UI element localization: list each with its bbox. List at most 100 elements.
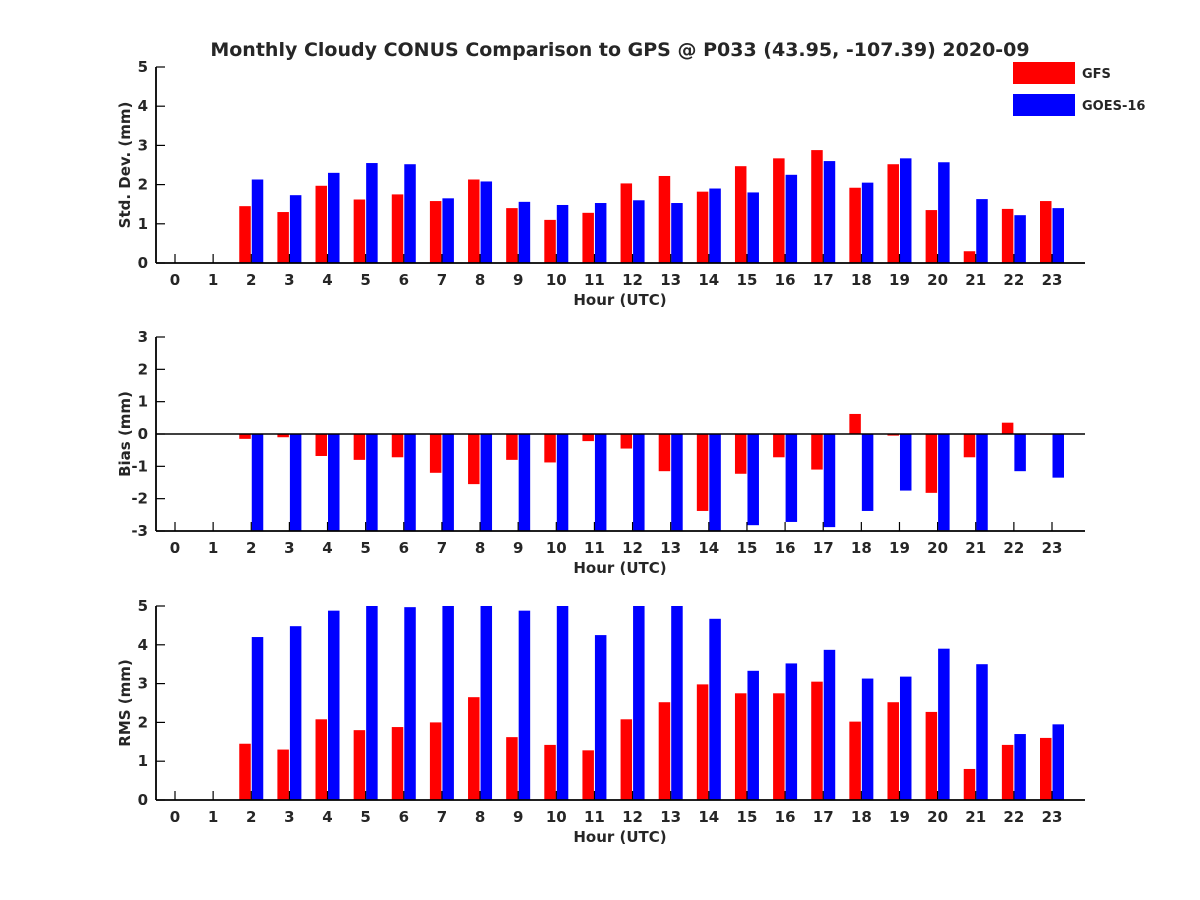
x-axis-label-rms: Hour (UTC): [573, 828, 666, 846]
bar-rms-goes-16-hour-11: [594, 635, 607, 800]
x-tick-label-rms: 11: [584, 808, 605, 826]
x-tick-label-rms: 9: [513, 808, 523, 826]
y-tick-label-std: 5: [138, 58, 148, 76]
x-tick-label-rms: 23: [1042, 808, 1063, 826]
x-tick-label-bias: 7: [437, 539, 447, 557]
y-tick-label-rms: 3: [138, 675, 148, 693]
x-tick-label-bias: 2: [246, 539, 256, 557]
bar-rms-goes-16-hour-3: [289, 626, 302, 800]
bar-bias-goes-16-hour-10: [556, 434, 569, 531]
bar-rms-gfs-hour-12: [620, 719, 633, 800]
bar-std-gfs-hour-18: [849, 187, 861, 263]
bar-bias-gfs-hour-5: [353, 434, 366, 460]
bar-bias-goes-16-hour-6: [404, 434, 416, 531]
bar-rms-goes-16-hour-23: [1052, 724, 1064, 800]
bar-bias-gfs-hour-8: [468, 434, 480, 485]
x-tick-label-bias: 8: [475, 539, 485, 557]
bar-bias-goes-16-hour-21: [976, 434, 988, 531]
x-tick-label-bias: 19: [889, 539, 910, 557]
bar-bias-goes-16-hour-12: [633, 434, 645, 531]
x-tick-label-bias: 1: [208, 539, 218, 557]
x-tick-label-rms: 7: [437, 808, 447, 826]
bar-std-gfs-hour-10: [544, 219, 556, 263]
bar-rms-goes-16-hour-20: [938, 648, 950, 800]
bar-std-gfs-hour-17: [811, 150, 823, 263]
legend-label-goes-16: GOES-16: [1082, 99, 1145, 114]
bar-bias-goes-16-hour-4: [328, 434, 340, 531]
bar-std-gfs-hour-6: [391, 194, 404, 263]
bar-bias-gfs-hour-13: [658, 434, 671, 472]
bar-rms-goes-16-hour-10: [556, 606, 569, 800]
legend-swatch-gfs: [1013, 62, 1075, 84]
bar-rms-goes-16-hour-5: [366, 606, 378, 800]
bar-bias-gfs-hour-4: [315, 434, 328, 456]
bar-std-goes-16-hour-7: [442, 198, 454, 263]
x-tick-label-rms: 17: [813, 808, 834, 826]
x-tick-label-rms: 1: [208, 808, 218, 826]
x-tick-label-bias: 16: [775, 539, 796, 557]
x-tick-label-bias: 0: [170, 539, 180, 557]
bar-std-goes-16-hour-2: [251, 179, 264, 263]
y-axis-label-rms: RMS (mm): [116, 659, 134, 746]
x-tick-label-bias: 6: [399, 539, 409, 557]
y-axis-label-bias: Bias (mm): [116, 391, 134, 477]
x-tick-label-std: 12: [622, 271, 643, 289]
bar-bias-goes-16-hour-11: [594, 434, 607, 531]
bar-rms-gfs-hour-3: [277, 749, 289, 800]
bar-std-goes-16-hour-17: [823, 161, 836, 263]
bar-bias-gfs-hour-6: [391, 434, 404, 458]
bar-rms-gfs-hour-7: [429, 722, 442, 800]
bar-bias-goes-16-hour-17: [823, 434, 836, 528]
bar-std-gfs-hour-22: [1001, 208, 1014, 263]
bar-std-gfs-hour-19: [887, 164, 899, 263]
bar-bias-gfs-hour-2: [239, 434, 251, 439]
x-tick-label-bias: 22: [1003, 539, 1024, 557]
bar-rms-goes-16-hour-2: [251, 637, 264, 800]
bar-rms-goes-16-hour-21: [976, 664, 988, 800]
x-tick-label-bias: 20: [927, 539, 948, 557]
y-tick-label-rms: 0: [138, 791, 148, 809]
bar-std-gfs-hour-11: [582, 212, 594, 263]
bar-bias-goes-16-hour-7: [442, 434, 454, 531]
bar-rms-gfs-hour-14: [696, 684, 709, 800]
bar-bias-goes-16-hour-18: [861, 434, 874, 511]
x-axis-label-bias: Hour (UTC): [573, 559, 666, 577]
x-tick-label-rms: 15: [737, 808, 758, 826]
x-tick-label-bias: 3: [284, 539, 294, 557]
bar-rms-goes-16-hour-4: [328, 610, 340, 800]
x-tick-label-bias: 17: [813, 539, 834, 557]
bar-std-gfs-hour-16: [773, 158, 785, 263]
bar-bias-gfs-hour-14: [696, 434, 709, 511]
y-tick-label-rms: 2: [138, 713, 148, 731]
x-tick-label-std: 21: [965, 271, 986, 289]
bar-rms-gfs-hour-18: [849, 721, 861, 800]
bar-rms-goes-16-hour-15: [747, 670, 759, 800]
bar-bias-goes-16-hour-9: [518, 434, 531, 531]
x-tick-label-bias: 18: [851, 539, 872, 557]
x-tick-label-std: 23: [1042, 271, 1063, 289]
legend: GFS GOES-16: [1013, 62, 1145, 116]
bar-rms-goes-16-hour-9: [518, 610, 531, 800]
bar-rms-gfs-hour-15: [734, 693, 747, 800]
x-tick-label-std: 3: [284, 271, 294, 289]
bar-std-gfs-hour-15: [734, 166, 747, 263]
x-tick-label-std: 7: [437, 271, 447, 289]
bar-std-goes-16-hour-11: [594, 203, 607, 263]
y-tick-label-std: 3: [138, 136, 148, 154]
x-tick-label-std: 19: [889, 271, 910, 289]
bar-std-gfs-hour-8: [468, 179, 480, 263]
bar-rms-gfs-hour-23: [1040, 737, 1052, 800]
bar-rms-gfs-hour-22: [1001, 744, 1014, 800]
y-tick-label-std: 2: [138, 176, 148, 194]
x-tick-label-rms: 5: [360, 808, 370, 826]
bar-bias-goes-16-hour-13: [671, 434, 683, 531]
x-tick-label-bias: 23: [1042, 539, 1063, 557]
bar-bias-gfs-hour-21: [963, 434, 976, 458]
bar-bias-gfs-hour-7: [429, 434, 442, 473]
bar-std-gfs-hour-14: [696, 191, 709, 263]
bar-std-goes-16-hour-22: [1014, 215, 1026, 263]
x-tick-label-rms: 20: [927, 808, 948, 826]
bar-rms-gfs-hour-11: [582, 750, 594, 800]
